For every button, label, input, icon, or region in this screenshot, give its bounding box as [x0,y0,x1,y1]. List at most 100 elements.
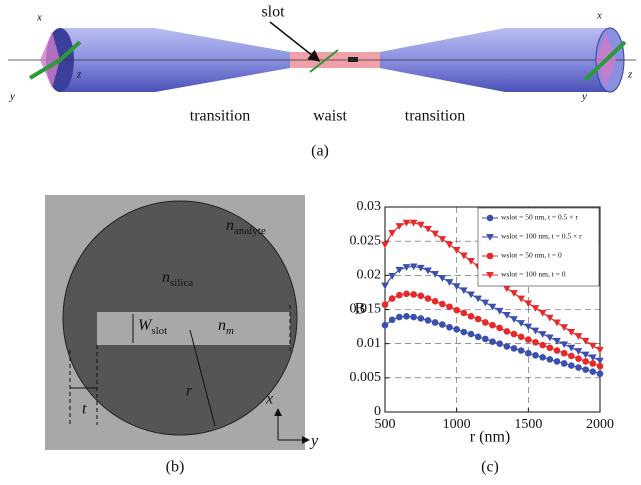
x-axis-label: r (nm) [470,429,510,446]
data-point [518,334,525,341]
data-point [590,360,597,367]
data-point [418,315,425,322]
data-point [590,368,597,375]
legend-marker [487,253,494,260]
y-tick-label: 0.02 [357,268,382,283]
x-tick-label: 1000 [443,417,471,432]
y-tick-label: 0.03 [357,199,382,214]
data-point [382,322,389,329]
subscript: slot [151,325,167,337]
data-point [446,324,453,331]
figure: slot transition waist transition x y z x… [0,0,641,485]
data-point [575,355,582,362]
data-point [539,342,546,349]
data-point [489,338,496,345]
data-point [511,331,518,338]
data-point [439,321,446,328]
data-point [425,295,432,302]
slot-label: slot [261,4,285,21]
x-tick-label: 1500 [514,417,542,432]
data-point [489,322,496,329]
data-point [439,301,446,308]
data-point [547,344,554,351]
chart: 00.0050.010.0150.020.0250.03500100015002… [350,199,615,432]
data-point [554,358,561,365]
data-point [410,291,417,298]
y-tick-label: 0.025 [350,233,382,248]
data-point [432,319,439,326]
fiber-diagram [8,22,636,92]
transition-label: transition [405,108,465,125]
legend-label: wslot = 50 nm, t = 0.5 × r [501,213,578,222]
data-point [396,292,403,299]
data-point [561,360,568,367]
transition-label: transition [190,108,250,125]
data-point [539,354,546,361]
data-point [496,340,503,347]
subscript: analyte [234,225,266,237]
data-point [504,343,511,350]
panel-label: (a) [311,143,329,160]
r-label: r [186,383,193,400]
t-label: t [82,401,87,418]
data-point [382,301,389,308]
data-point [453,326,460,333]
data-point [582,366,589,373]
data-point [389,295,396,302]
data-point [582,358,589,365]
panel-label: (c) [481,459,499,476]
symbol: n [162,269,170,286]
data-point [461,329,468,336]
x-tick-label: 2000 [586,417,614,432]
data-point [532,352,539,359]
data-point [525,336,532,343]
data-point [482,319,489,326]
data-point [475,316,482,323]
data-point [461,310,468,317]
data-point [403,313,410,320]
data-point [511,345,518,352]
data-point [568,362,575,369]
symbol: n [226,217,234,234]
axis-label: x [265,391,273,408]
axis-label: x [596,10,602,22]
symbol: n [218,317,226,334]
y-tick-label: 0.005 [350,370,382,385]
legend-label: wslot = 50 nm, t = 0 [501,251,562,260]
data-point [547,356,554,363]
data-point [396,314,403,321]
axis-label: y [309,433,319,450]
x-tick-label: 500 [375,417,396,432]
data-point [418,293,425,300]
data-point [468,331,475,338]
y-axis-label: B [355,301,366,318]
data-point [575,364,582,371]
waist-label: waist [313,108,347,125]
legend-marker [487,215,494,222]
data-point [468,313,475,320]
data-point [389,316,396,323]
data-point [482,336,489,343]
data-point [504,328,511,335]
data-point [561,350,568,357]
axis-label: y [581,91,587,103]
axis-label: z [76,69,82,81]
subscript: m [226,325,234,337]
legend-label: wslot = 100 nm, t = 0 [501,270,566,279]
data-point [597,370,604,377]
data-point [532,339,539,346]
data-point [403,290,410,297]
data-point [446,303,453,310]
data-point [518,347,525,354]
data-point [410,314,417,321]
data-point [525,350,532,357]
data-point [597,363,604,370]
axis-label: z [627,69,633,81]
y-tick-label: 0.01 [357,336,382,351]
data-point [475,334,482,341]
panel-label: (b) [166,459,185,476]
axis-label: x [36,12,42,24]
data-point [425,317,432,324]
data-point [432,298,439,305]
subscript: silica [170,277,193,289]
